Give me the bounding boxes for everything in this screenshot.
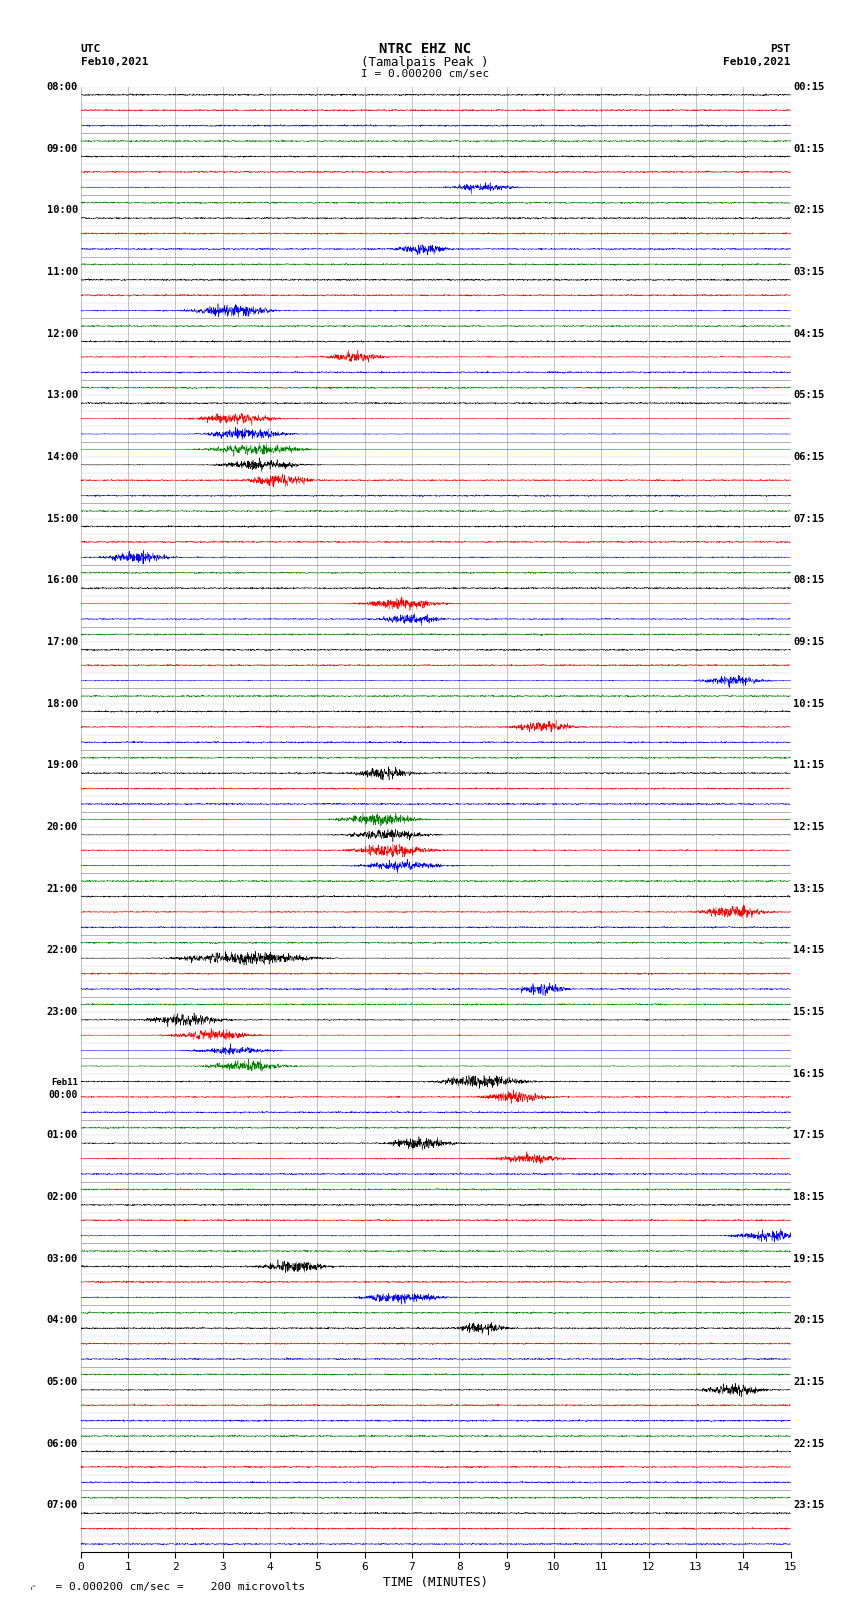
Text: 04:15: 04:15 bbox=[793, 329, 824, 339]
Text: 14:15: 14:15 bbox=[793, 945, 824, 955]
Text: NTRC EHZ NC: NTRC EHZ NC bbox=[379, 42, 471, 56]
Text: 16:15: 16:15 bbox=[793, 1069, 824, 1079]
Text: 17:15: 17:15 bbox=[793, 1131, 824, 1140]
Text: Feb10,2021: Feb10,2021 bbox=[81, 56, 148, 68]
Text: 08:15: 08:15 bbox=[793, 576, 824, 586]
Text: 06:15: 06:15 bbox=[793, 452, 824, 461]
Text: 07:00: 07:00 bbox=[47, 1500, 78, 1510]
Text: 02:15: 02:15 bbox=[793, 205, 824, 216]
Text: 19:15: 19:15 bbox=[793, 1253, 824, 1263]
Text: ⌌: ⌌ bbox=[28, 1581, 36, 1594]
Text: 00:00: 00:00 bbox=[48, 1079, 78, 1100]
Text: 08:00: 08:00 bbox=[47, 82, 78, 92]
Text: 20:00: 20:00 bbox=[47, 823, 78, 832]
Text: Feb11: Feb11 bbox=[51, 1079, 78, 1087]
Text: 01:15: 01:15 bbox=[793, 144, 824, 153]
Text: 15:00: 15:00 bbox=[47, 515, 78, 524]
Text: (Tamalpais Peak ): (Tamalpais Peak ) bbox=[361, 55, 489, 69]
Text: 19:00: 19:00 bbox=[47, 760, 78, 771]
Text: 18:00: 18:00 bbox=[47, 698, 78, 708]
Text: 12:15: 12:15 bbox=[793, 823, 824, 832]
Text: 10:15: 10:15 bbox=[793, 698, 824, 708]
Text: UTC: UTC bbox=[81, 44, 101, 55]
Text: 15:15: 15:15 bbox=[793, 1007, 824, 1018]
Text: 23:00: 23:00 bbox=[47, 1007, 78, 1018]
Text: 21:15: 21:15 bbox=[793, 1378, 824, 1387]
Text: 01:00: 01:00 bbox=[47, 1131, 78, 1140]
Text: 03:00: 03:00 bbox=[47, 1253, 78, 1263]
Text: 05:15: 05:15 bbox=[793, 390, 824, 400]
Text: I = 0.000200 cm/sec: I = 0.000200 cm/sec bbox=[361, 69, 489, 79]
Text: = 0.000200 cm/sec =    200 microvolts: = 0.000200 cm/sec = 200 microvolts bbox=[42, 1582, 306, 1592]
Text: 16:00: 16:00 bbox=[47, 576, 78, 586]
X-axis label: TIME (MINUTES): TIME (MINUTES) bbox=[383, 1576, 488, 1589]
Text: 10:00: 10:00 bbox=[47, 205, 78, 216]
Text: 13:00: 13:00 bbox=[47, 390, 78, 400]
Text: 11:00: 11:00 bbox=[47, 268, 78, 277]
Text: 13:15: 13:15 bbox=[793, 884, 824, 894]
Text: 07:15: 07:15 bbox=[793, 515, 824, 524]
Text: 06:00: 06:00 bbox=[47, 1439, 78, 1448]
Text: 20:15: 20:15 bbox=[793, 1316, 824, 1326]
Text: 00:15: 00:15 bbox=[793, 82, 824, 92]
Text: 18:15: 18:15 bbox=[793, 1192, 824, 1202]
Text: Feb10,2021: Feb10,2021 bbox=[723, 56, 791, 68]
Text: 11:15: 11:15 bbox=[793, 760, 824, 771]
Text: 14:00: 14:00 bbox=[47, 452, 78, 461]
Text: 03:15: 03:15 bbox=[793, 268, 824, 277]
Text: 17:00: 17:00 bbox=[47, 637, 78, 647]
Text: PST: PST bbox=[770, 44, 790, 55]
Text: 23:15: 23:15 bbox=[793, 1500, 824, 1510]
Text: 02:00: 02:00 bbox=[47, 1192, 78, 1202]
Text: 09:15: 09:15 bbox=[793, 637, 824, 647]
Text: 22:00: 22:00 bbox=[47, 945, 78, 955]
Text: 05:00: 05:00 bbox=[47, 1378, 78, 1387]
Text: 09:00: 09:00 bbox=[47, 144, 78, 153]
Text: 21:00: 21:00 bbox=[47, 884, 78, 894]
Text: 04:00: 04:00 bbox=[47, 1316, 78, 1326]
Text: 22:15: 22:15 bbox=[793, 1439, 824, 1448]
Text: 12:00: 12:00 bbox=[47, 329, 78, 339]
